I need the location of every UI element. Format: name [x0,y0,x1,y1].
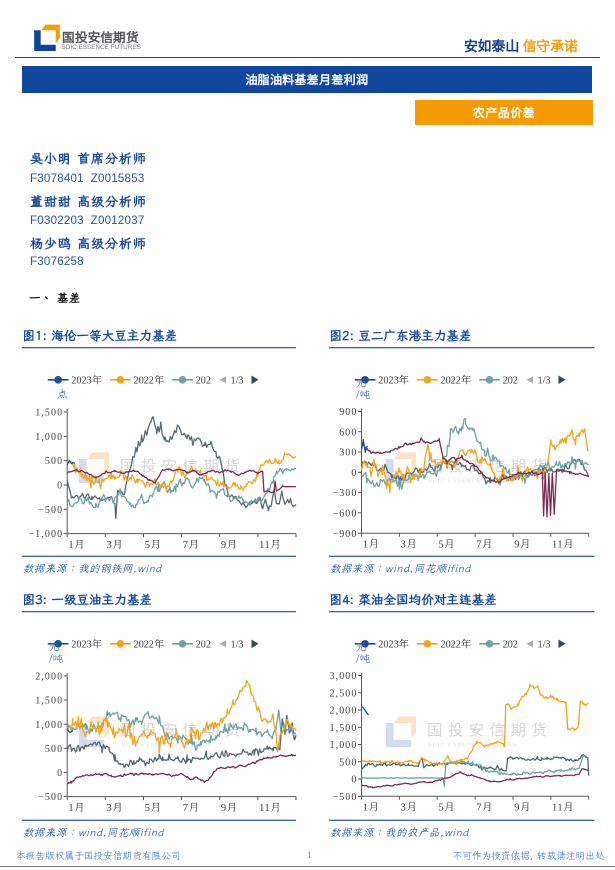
svg-text:500: 500 [45,456,63,467]
svg-text:数据来源：wind,同花顺ifind: 数据来源：wind,同花顺ifind [330,561,471,575]
svg-text:5月: 5月 [145,802,162,814]
svg-text:9月: 9月 [221,539,238,551]
svg-text:3月: 3月 [107,539,124,551]
svg-text:1,000: 1,000 [35,720,63,731]
svg-text:元: 元 [49,640,60,654]
svg-text:1月: 1月 [363,538,380,550]
svg-text:1月: 1月 [363,802,380,814]
svg-text:7月: 7月 [476,538,493,550]
svg-text:2022年: 2022年 [134,639,165,651]
svg-text:国投安信期货: 国投安信期货 [427,719,552,741]
svg-text:2,000: 2,000 [330,706,358,717]
svg-text:SDIC ESSENCE FUTURES: SDIC ESSENCE FUTURES [428,743,517,749]
svg-text:202: 202 [196,640,211,651]
svg-text:11月: 11月 [552,802,574,814]
svg-text:600: 600 [339,427,357,438]
svg-text:点: 点 [57,387,68,401]
svg-text:5月: 5月 [145,539,162,551]
svg-text:2023年: 2023年 [378,375,409,387]
svg-text:/吨: /吨 [356,387,371,401]
svg-text:3月: 3月 [401,538,418,550]
svg-text:元: 元 [356,376,367,390]
svg-text:3月: 3月 [107,802,124,814]
svg-text:7月: 7月 [183,802,200,814]
svg-text:202: 202 [503,376,518,387]
svg-text:3月: 3月 [401,802,418,814]
svg-text:1,500: 1,500 [35,696,63,707]
svg-text:/吨: /吨 [49,651,64,665]
svg-text:5月: 5月 [438,538,455,550]
svg-text:图2: 豆二广东港主力基差: 图2: 豆二广东港主力基差 [330,327,472,344]
svg-text:2022年: 2022年 [134,375,165,387]
svg-text:11月: 11月 [259,539,281,551]
svg-text:数据来源：我的钢铁网,wind: 数据来源：我的钢铁网,wind [23,561,162,575]
svg-text:−500: −500 [332,792,357,803]
svg-text:SDIC ESSENCE FUTURES: SDIC ESSENCE FUTURES [428,479,517,485]
svg-text:300: 300 [339,448,357,459]
svg-text:7月: 7月 [183,539,200,551]
svg-text:2,500: 2,500 [330,688,358,699]
svg-text:202: 202 [503,640,518,651]
svg-text:数据来源：我的农产品,wind: 数据来源：我的农产品,wind [330,825,469,839]
svg-text:1月: 1月 [68,802,85,814]
svg-text:1,500: 1,500 [35,408,63,419]
svg-text:SDIC ESSENCE FUTURES: SDIC ESSENCE FUTURES [121,743,210,749]
svg-text:−500: −500 [38,505,63,516]
svg-text:2,000: 2,000 [35,672,63,683]
svg-text:0: 0 [351,468,357,479]
svg-text:1,500: 1,500 [330,723,358,734]
svg-text:1/3: 1/3 [231,640,244,651]
svg-text:1/3: 1/3 [538,376,551,387]
svg-text:2023年: 2023年 [71,375,102,387]
svg-text:2023年: 2023年 [71,639,102,651]
svg-text:图1: 海伦一等大豆主力基差: 图1: 海伦一等大豆主力基差 [23,327,178,344]
svg-text:9月: 9月 [514,538,531,550]
svg-text:−600: −600 [332,509,357,520]
svg-text:1月: 1月 [68,539,85,551]
svg-text:7月: 7月 [476,802,493,814]
svg-text:5月: 5月 [438,802,455,814]
svg-text:900: 900 [339,407,357,418]
svg-text:−500: −500 [38,792,63,803]
svg-text:/吨: /吨 [356,651,371,665]
svg-text:2022年: 2022年 [441,375,472,387]
svg-text:0: 0 [351,775,357,786]
svg-text:500: 500 [45,744,63,755]
svg-text:1/3: 1/3 [231,376,244,387]
svg-text:图3: 一级豆油主力基差: 图3: 一级豆油主力基差 [23,591,153,608]
svg-text:−300: −300 [332,488,357,499]
svg-text:3,000: 3,000 [330,671,358,682]
svg-text:0: 0 [57,481,63,492]
svg-text:SDIC ESSENCE FUTURES: SDIC ESSENCE FUTURES [121,479,210,485]
svg-text:2023年: 2023年 [378,639,409,651]
svg-text:11月: 11月 [259,802,281,814]
svg-text:1,000: 1,000 [35,432,63,443]
svg-text:11月: 11月 [552,538,574,550]
svg-text:9月: 9月 [221,802,238,814]
svg-text:1,000: 1,000 [330,740,358,751]
svg-text:图4: 菜油全国均价对主连基差: 图4: 菜油全国均价对主连基差 [330,591,497,608]
svg-text:202: 202 [196,376,211,387]
svg-text:数据来源：wind,同花顺ifind: 数据来源：wind,同花顺ifind [23,825,164,839]
svg-text:−1,000: −1,000 [28,529,63,540]
svg-text:2022年: 2022年 [441,639,472,651]
svg-text:−900: −900 [332,529,357,540]
svg-text:0: 0 [57,768,63,779]
svg-text:500: 500 [339,757,357,768]
svg-text:1/3: 1/3 [538,640,551,651]
svg-text:9月: 9月 [514,802,531,814]
svg-text:元: 元 [356,640,367,654]
